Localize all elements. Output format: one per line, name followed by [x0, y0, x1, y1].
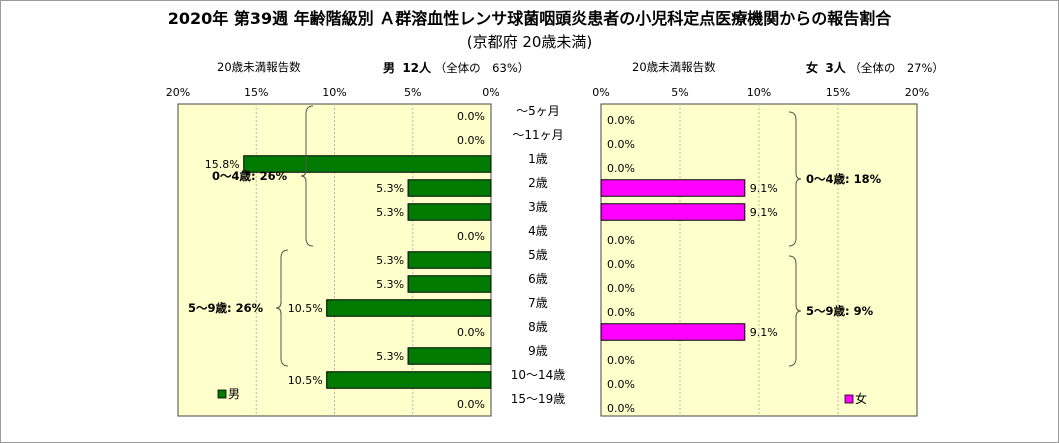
age-category-label: 5歳	[528, 248, 548, 262]
male-bar-value-label: 5.3%	[376, 206, 404, 219]
male-bar-value-label: 0.0%	[457, 326, 485, 339]
female-bar-value-label: 0.0%	[607, 114, 635, 127]
male-count: 12人	[402, 61, 432, 75]
female-age-group-bracket	[788, 111, 802, 247]
female-bar	[600, 323, 746, 341]
female-bar-value-label: 9.1%	[750, 182, 778, 195]
male-bar	[326, 371, 492, 389]
male-bar-value-label: 0.0%	[457, 110, 485, 123]
male-bar-value-label: 0.0%	[457, 134, 485, 147]
male-share: （全体の 63%）	[434, 61, 530, 75]
female-x-tick-label: 5%	[671, 86, 688, 99]
male-bar-value-label: 15.8%	[205, 158, 240, 171]
age-category-label: 6歳	[528, 272, 548, 286]
female-x-tick-label: 20%	[905, 86, 929, 99]
age-category-label: 10～14歳	[511, 368, 566, 382]
female-bar-value-label: 0.0%	[607, 234, 635, 247]
male-bar-value-label: 0.0%	[457, 398, 485, 411]
age-category-label: 2歳	[528, 176, 548, 190]
age-category-label: 4歳	[528, 224, 548, 238]
female-bar-value-label: 0.0%	[607, 378, 635, 391]
female-count: 3人	[825, 61, 846, 75]
male-x-tick-label: 5%	[404, 86, 421, 99]
male-age-group-annotation: 5～9歳: 26%	[188, 301, 264, 315]
male-x-tick-label: 15%	[244, 86, 268, 99]
male-age-group-bracket	[300, 105, 314, 247]
male-bar-value-label: 5.3%	[376, 254, 404, 267]
female-age-group-bracket	[788, 255, 802, 367]
male-sex-label: 男	[383, 61, 396, 75]
age-category-label: 7歳	[528, 296, 548, 310]
female-bar-value-label: 9.1%	[750, 326, 778, 339]
female-summary: 女 3人 （全体の 27%）	[806, 59, 944, 76]
male-summary: 男 12人 （全体の 63%）	[383, 59, 529, 76]
male-age-group-annotation: 0～4歳: 26%	[212, 169, 288, 183]
female-bar-value-label: 9.1%	[750, 206, 778, 219]
female-age-group-annotation: 5～9歳: 9%	[806, 304, 874, 318]
female-bar-value-label: 0.0%	[607, 282, 635, 295]
male-bar	[407, 251, 492, 269]
chart-title: 2020年 第39週 年齢階級別 Ａ群溶血性レンサ球菌咽頭炎患者の小児科定点医療…	[167, 9, 892, 28]
age-category-label: 15～19歳	[511, 392, 566, 406]
male-bar-value-label: 5.3%	[376, 182, 404, 195]
age-category-label: 1歳	[528, 152, 548, 166]
male-bar-value-label: 0.0%	[457, 230, 485, 243]
male-legend-swatch	[217, 389, 227, 399]
female-bar-value-label: 0.0%	[607, 138, 635, 151]
male-axis-caption: 20歳未満報告数	[217, 60, 301, 74]
female-legend-swatch	[844, 394, 854, 404]
female-bar-value-label: 0.0%	[607, 306, 635, 319]
female-bar	[600, 179, 746, 197]
age-category-label: ～11ヶ月	[512, 128, 563, 142]
male-bar	[326, 299, 492, 317]
male-bar	[407, 203, 492, 221]
male-x-tick-label: 20%	[166, 86, 190, 99]
female-bar	[600, 203, 746, 221]
male-bar-value-label: 10.5%	[288, 374, 323, 387]
male-bar	[407, 347, 492, 365]
male-bar	[407, 179, 492, 197]
age-category-label: 8歳	[528, 320, 548, 334]
female-legend-label: 女	[855, 391, 867, 406]
age-category-label: 9歳	[528, 344, 548, 358]
female-axis-caption: 20歳未満報告数	[632, 60, 716, 74]
male-bar-value-label: 5.3%	[376, 278, 404, 291]
female-share: （全体の 27%）	[849, 61, 944, 75]
female-bar-value-label: 0.0%	[607, 258, 635, 271]
male-bar-value-label: 10.5%	[288, 302, 323, 315]
female-x-tick-label: 10%	[747, 86, 771, 99]
female-sex-label: 女	[806, 61, 819, 75]
female-bar-value-label: 0.0%	[607, 162, 635, 175]
female-x-tick-label: 15%	[826, 86, 850, 99]
male-x-tick-label: 10%	[322, 86, 346, 99]
male-x-tick-label: 0%	[482, 86, 499, 99]
age-category-label: 3歳	[528, 200, 548, 214]
male-legend-label: 男	[228, 387, 240, 401]
age-category-label: ～5ヶ月	[516, 104, 560, 118]
female-x-tick-label: 0%	[592, 86, 609, 99]
chart-subtitle: (京都府 20歳未満)	[466, 33, 593, 51]
female-bar-value-label: 0.0%	[607, 354, 635, 367]
male-age-group-bracket	[275, 249, 289, 367]
male-bar	[407, 275, 492, 293]
female-bar-value-label: 0.0%	[607, 402, 635, 415]
female-age-group-annotation: 0～4歳: 18%	[806, 172, 882, 186]
male-bar-value-label: 5.3%	[376, 350, 404, 363]
